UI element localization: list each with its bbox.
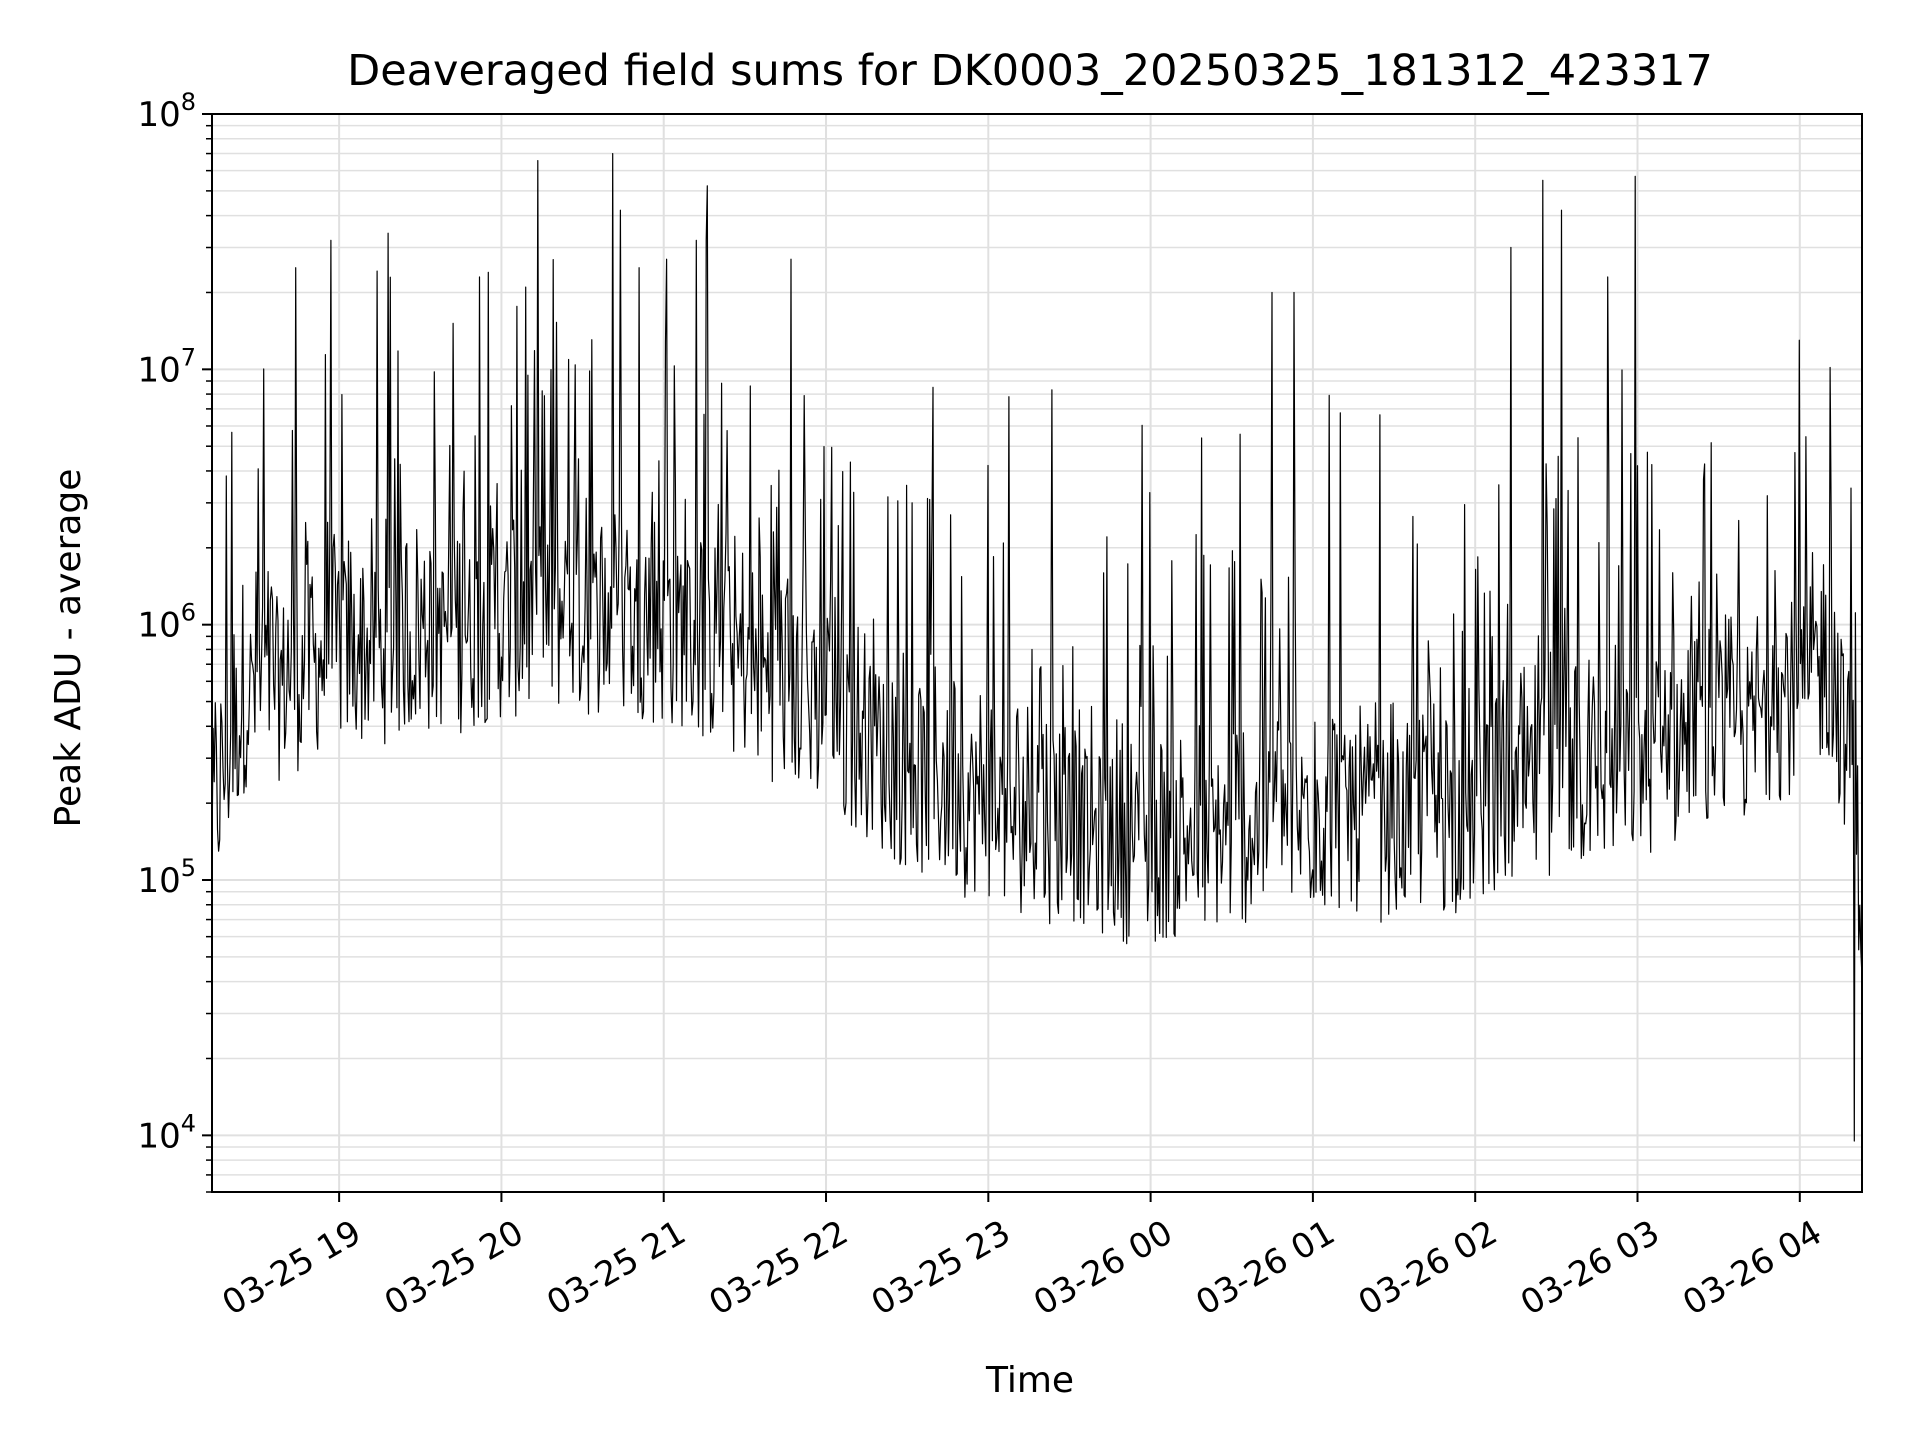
y-tick-label: 105 bbox=[137, 854, 196, 901]
data-series bbox=[211, 153, 1863, 1142]
chart-title: Deaveraged field sums for DK0003_2025032… bbox=[347, 46, 1713, 96]
y-tick-label: 107 bbox=[137, 343, 196, 390]
y-tick-label: 104 bbox=[137, 1109, 196, 1156]
y-axis-label: Peak ADU - average bbox=[48, 469, 89, 828]
x-axis-label: Time bbox=[985, 1360, 1074, 1401]
plot-frame bbox=[211, 113, 1863, 1193]
grid bbox=[212, 113, 1862, 1193]
y-axis-ticks: 104 105 106 107 108 bbox=[137, 88, 212, 1193]
y-tick-label: 108 bbox=[137, 88, 196, 135]
y-tick-label: 106 bbox=[137, 599, 196, 646]
series-line bbox=[211, 153, 1863, 1142]
